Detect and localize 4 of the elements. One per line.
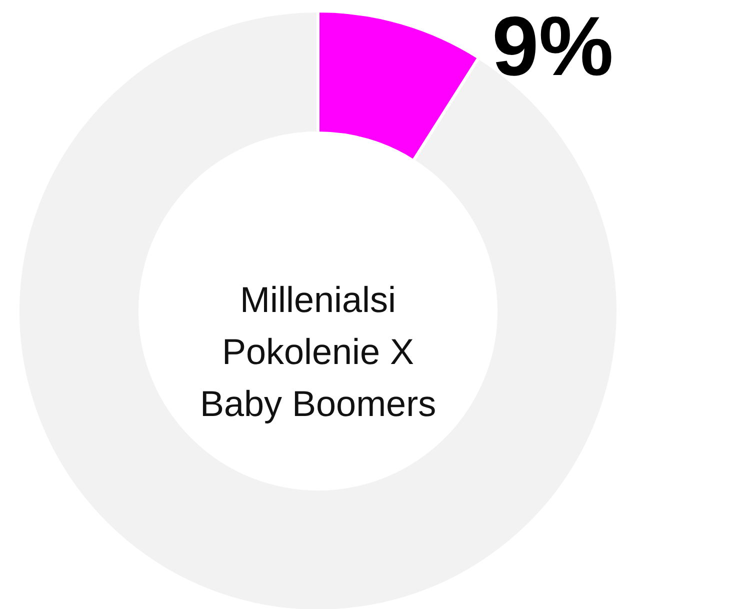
text: Pokolenie X [222, 331, 414, 372]
text: Baby Boomers [200, 383, 436, 424]
text: Millenialsi [240, 279, 396, 320]
data-label: 9% [492, 0, 614, 93]
